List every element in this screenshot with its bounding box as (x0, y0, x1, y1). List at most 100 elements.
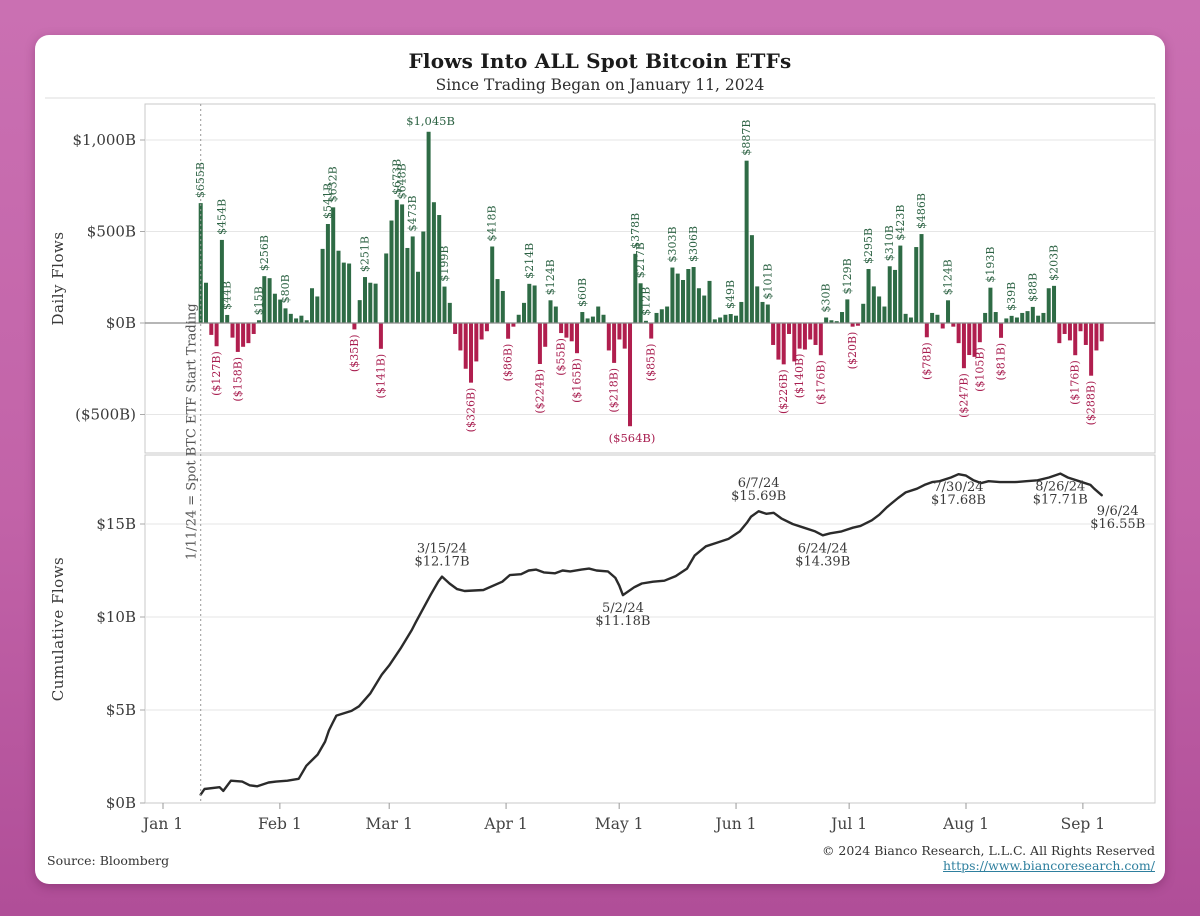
svg-text:$887B: $887B (740, 120, 753, 156)
svg-text:$199B: $199B (438, 246, 451, 282)
chart-card: Flows Into ALL Spot Bitcoin ETFs Since T… (35, 35, 1165, 884)
svg-text:($247B): ($247B) (957, 373, 970, 418)
svg-text:$0B: $0B (106, 314, 136, 332)
svg-text:1/11/24 = Spot BTC ETF Start T: 1/11/24 = Spot BTC ETF Start Trading (185, 303, 200, 560)
copyright-block: © 2024 Bianco Research, L.L.C. All Right… (822, 843, 1155, 873)
svg-text:($224B): ($224B) (533, 369, 546, 414)
svg-text:7/30/24: 7/30/24 (933, 480, 983, 495)
svg-text:($81B): ($81B) (995, 343, 1008, 381)
svg-text:($564B): ($564B) (609, 431, 656, 445)
flows-chart: $1,000B$500B$0B($500B)$655B($127B)$454B$… (45, 97, 1156, 833)
svg-text:Sep 1: Sep 1 (1061, 815, 1106, 833)
svg-text:($288B): ($288B) (1085, 381, 1098, 426)
svg-text:$193B: $193B (984, 247, 997, 283)
svg-text:$129B: $129B (841, 258, 854, 294)
svg-text:6/24/24: 6/24/24 (798, 541, 848, 556)
svg-text:Jun 1: Jun 1 (714, 815, 757, 833)
svg-text:$217B: $217B (634, 242, 647, 278)
svg-text:($176B): ($176B) (1069, 360, 1082, 405)
svg-text:($140B): ($140B) (793, 354, 806, 399)
svg-text:3/15/24: 3/15/24 (417, 542, 467, 557)
svg-text:$15B: $15B (253, 286, 266, 315)
svg-text:($176B): ($176B) (814, 360, 827, 405)
svg-text:($85B): ($85B) (645, 344, 658, 382)
svg-text:$30B: $30B (820, 283, 833, 312)
svg-text:$5B: $5B (106, 701, 136, 719)
cumulative-flows-panel: $15B $10B $5B $0B 3/15/24$12.17B 5/2/24$11.18… (49, 454, 1156, 812)
svg-text:8/26/24: 8/26/24 (1035, 480, 1085, 495)
svg-text:Feb 1: Feb 1 (258, 815, 302, 833)
page-subtitle: Since Trading Began on January 11, 2024 (435, 76, 765, 94)
daily-flows-panel: $1,000B$500B$0B($500B)$655B($127B)$454B$… (49, 103, 1156, 454)
svg-text:$12.17B: $12.17B (414, 555, 469, 570)
svg-text:$454B: $454B (215, 199, 228, 235)
svg-text:($158B): ($158B) (231, 357, 244, 402)
svg-text:$17.71B: $17.71B (1033, 493, 1088, 508)
svg-text:($105B): ($105B) (973, 347, 986, 392)
svg-text:$124B: $124B (942, 259, 955, 295)
svg-text:($141B): ($141B) (374, 354, 387, 399)
svg-text:$44B: $44B (221, 281, 234, 310)
svg-text:$14.39B: $14.39B (795, 554, 850, 569)
svg-text:$12B: $12B (639, 287, 652, 316)
svg-text:$1,000B: $1,000B (72, 131, 136, 149)
svg-text:($35B): ($35B) (348, 334, 361, 372)
svg-text:($165B): ($165B) (571, 358, 584, 403)
source-label: Source: Bloomberg (47, 853, 170, 868)
svg-text:$473B: $473B (406, 195, 419, 231)
svg-text:Apr 1: Apr 1 (483, 815, 527, 833)
svg-text:$378B: $378B (629, 213, 642, 249)
svg-text:$10B: $10B (96, 608, 136, 626)
svg-text:$310B: $310B (883, 225, 896, 261)
svg-text:$124B: $124B (544, 259, 557, 295)
svg-text:$303B: $303B (666, 226, 679, 262)
svg-text:$418B: $418B (486, 205, 499, 241)
svg-text:$203B: $203B (1048, 245, 1061, 281)
svg-text:($86B): ($86B) (502, 344, 515, 382)
svg-text:$60B: $60B (576, 278, 589, 307)
svg-text:$49B: $49B (724, 280, 737, 309)
svg-text:Jan 1: Jan 1 (141, 815, 183, 833)
svg-text:$256B: $256B (258, 235, 271, 271)
svg-text:$541B: $541B (321, 183, 334, 219)
page-title: Flows Into ALL Spot Bitcoin ETFs (408, 49, 792, 73)
svg-text:$423B: $423B (894, 205, 907, 241)
svg-text:Daily Flows: Daily Flows (49, 231, 67, 325)
biancoresearch-link[interactable]: https://www.biancoresearch.com/ (943, 858, 1155, 873)
svg-text:($78B): ($78B) (920, 342, 933, 380)
svg-text:Cumulative Flows: Cumulative Flows (49, 557, 67, 701)
svg-text:$214B: $214B (523, 243, 536, 279)
svg-text:9/6/24: 9/6/24 (1097, 504, 1139, 519)
svg-text:($326B): ($326B) (465, 388, 478, 433)
svg-text:$648B: $648B (396, 163, 409, 199)
svg-text:($55B): ($55B) (555, 338, 568, 376)
svg-text:Mar 1: Mar 1 (366, 815, 413, 833)
svg-text:$11.18B: $11.18B (595, 614, 650, 629)
copyright-text: © 2024 Bianco Research, L.L.C. All Right… (821, 843, 1155, 858)
svg-text:$632B: $632B (327, 166, 340, 202)
svg-text:$500B: $500B (87, 223, 136, 241)
svg-text:$17.68B: $17.68B (931, 493, 986, 508)
svg-text:$306B: $306B (687, 226, 700, 262)
svg-text:($226B): ($226B) (777, 369, 790, 414)
svg-text:$16.55B: $16.55B (1090, 517, 1145, 532)
svg-text:$1,045B: $1,045B (406, 114, 455, 128)
svg-text:$0B: $0B (106, 794, 136, 812)
svg-text:$15B: $15B (96, 515, 136, 533)
svg-text:$673B: $673B (390, 159, 403, 195)
svg-text:($500B): ($500B) (75, 406, 136, 424)
svg-text:5/2/24: 5/2/24 (602, 601, 644, 616)
svg-text:$295B: $295B (862, 228, 875, 264)
x-axis: Jan 1 Feb 1 Mar 1 Apr 1 May 1 Jun 1 Jul 1 Aug 1… (141, 803, 1105, 833)
svg-text:($218B): ($218B) (608, 368, 621, 413)
svg-text:$15.69B: $15.69B (731, 489, 786, 504)
svg-text:May 1: May 1 (595, 815, 644, 833)
svg-text:$251B: $251B (359, 236, 372, 272)
svg-text:6/7/24: 6/7/24 (738, 476, 780, 491)
svg-text:($20B): ($20B) (846, 332, 859, 370)
svg-text:$486B: $486B (915, 193, 928, 229)
svg-text:Aug 1: Aug 1 (942, 815, 989, 833)
svg-text:$88B: $88B (1026, 273, 1039, 302)
svg-text:($127B): ($127B) (210, 351, 223, 396)
chart-header: Flows Into ALL Spot Bitcoin ETFs Since T… (35, 49, 1165, 94)
